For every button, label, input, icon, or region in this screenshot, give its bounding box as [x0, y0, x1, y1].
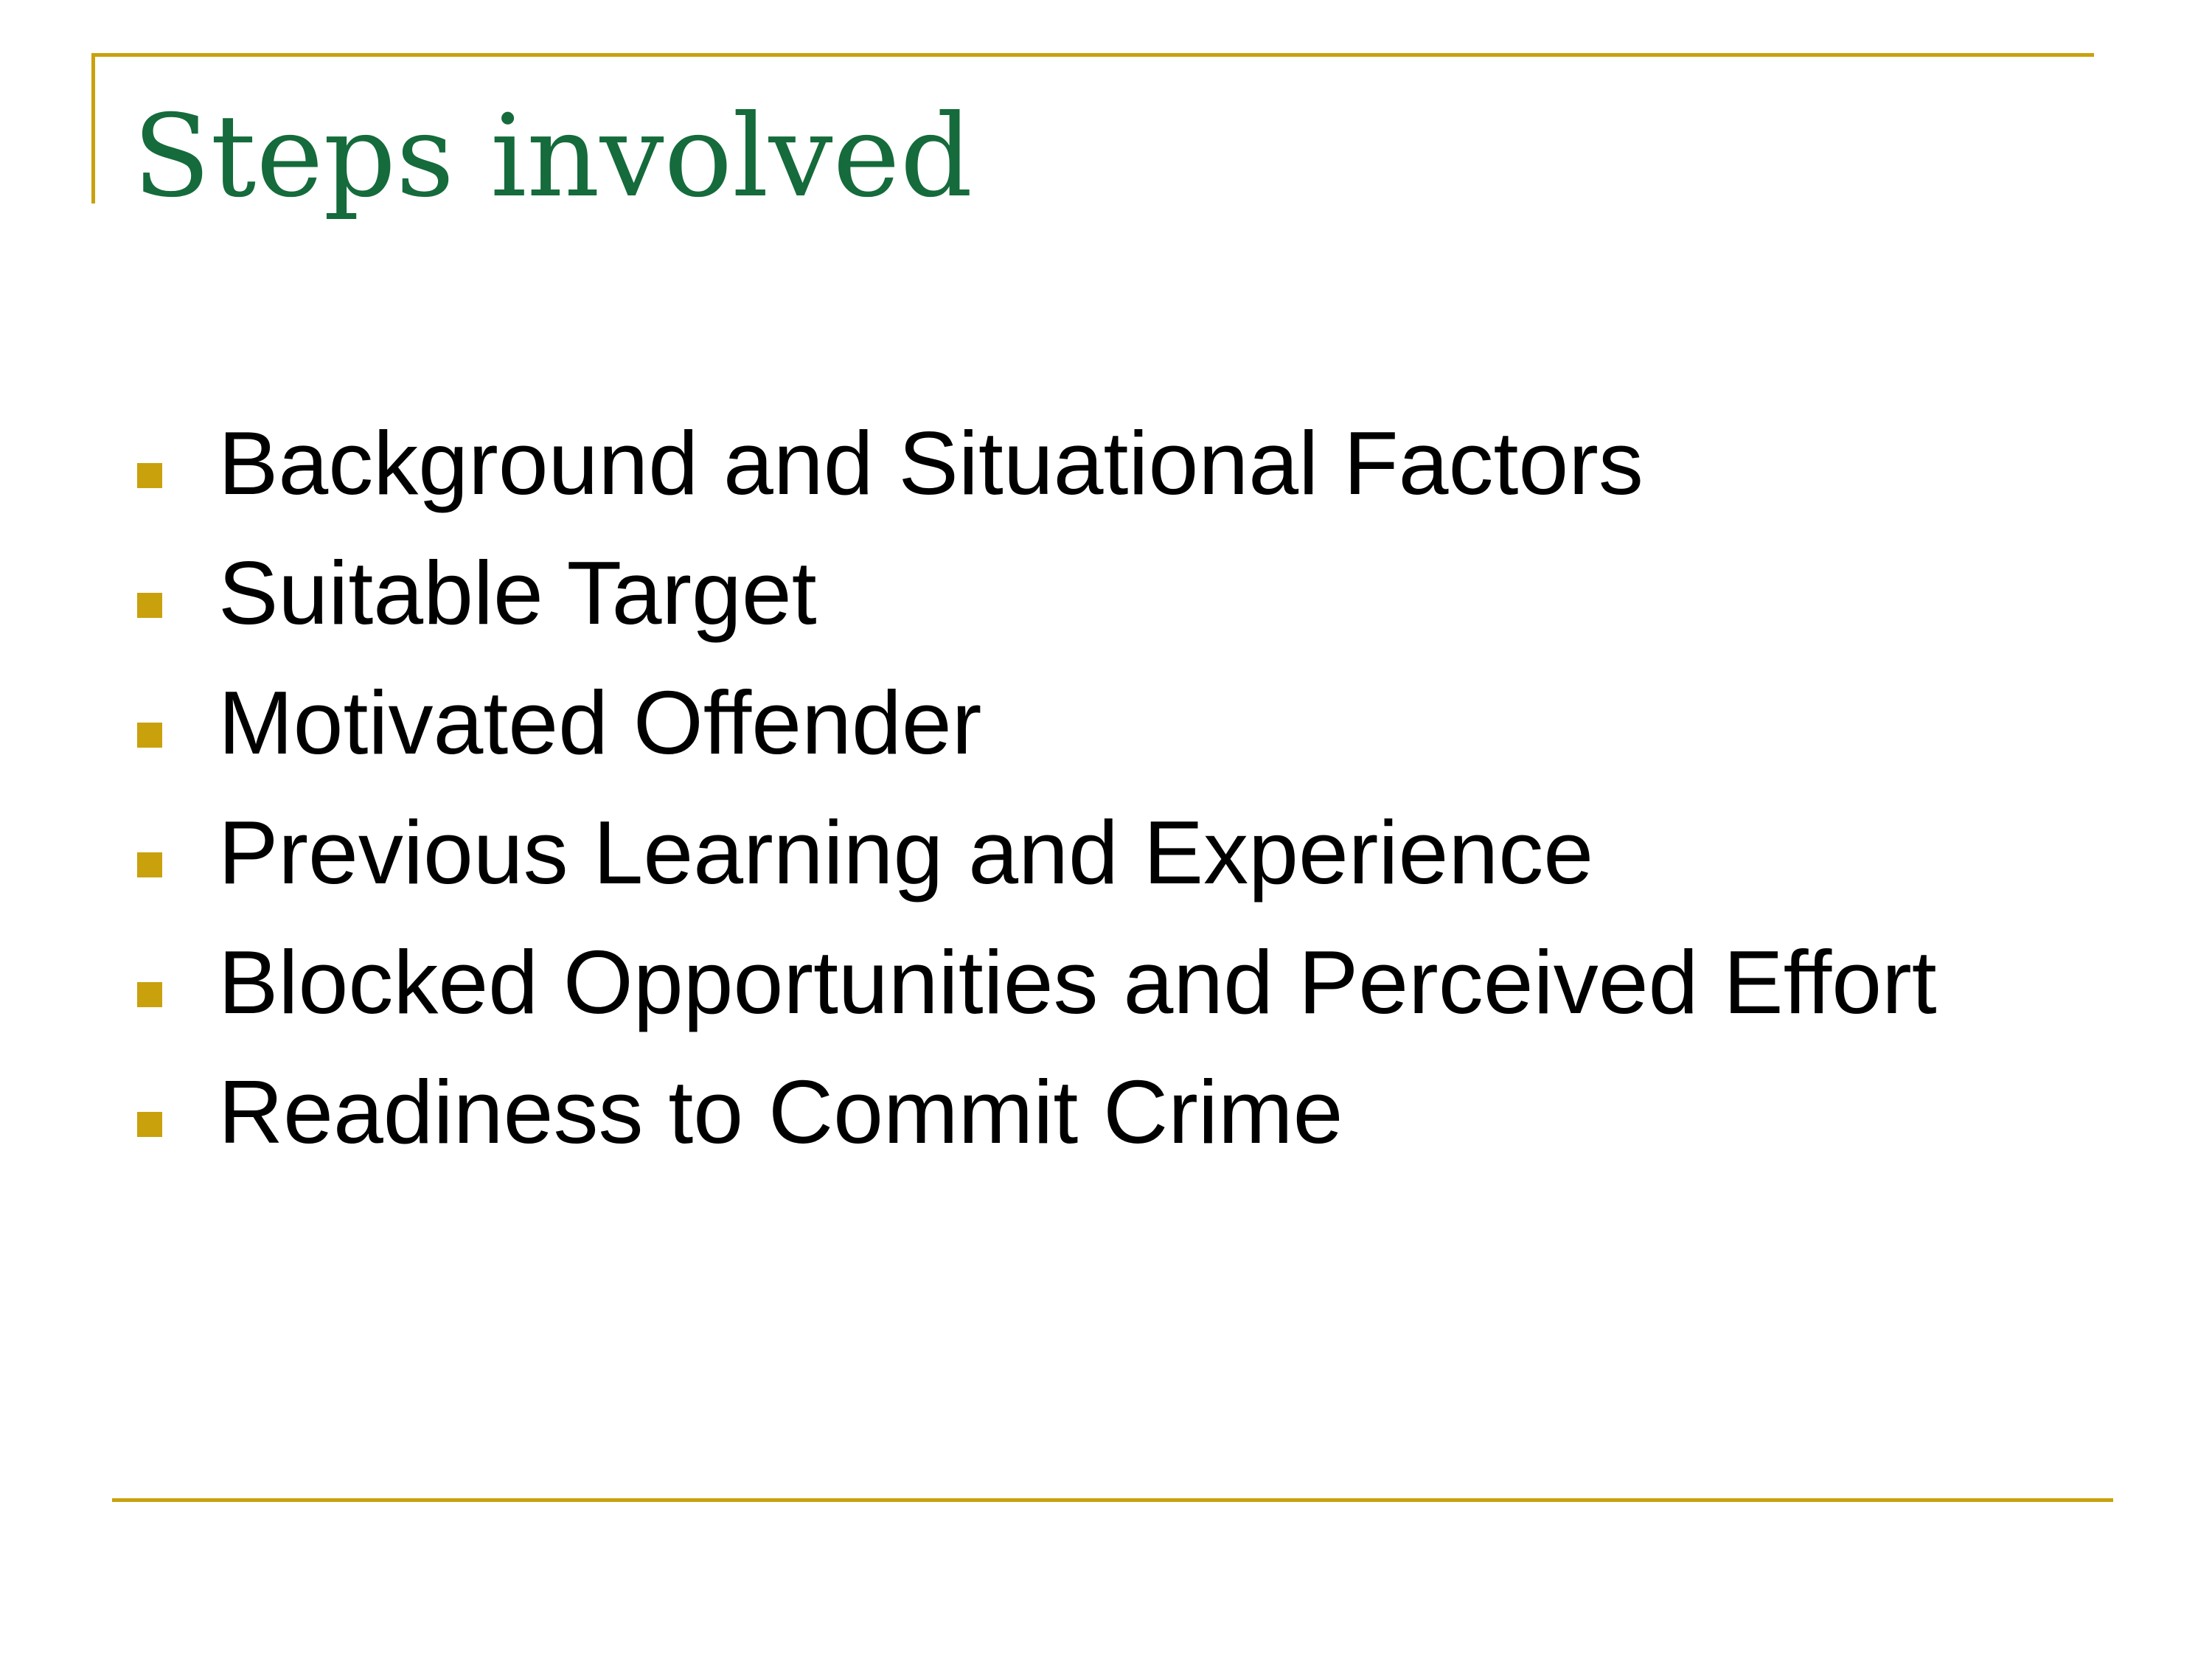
bullet-item: Suitable Target: [137, 528, 1937, 658]
square-bullet-icon: [137, 982, 162, 1007]
bullet-label: Previous Learning and Experience: [218, 802, 1594, 902]
bullet-item: Background and Situational Factors: [137, 398, 1937, 528]
bullet-label: Suitable Target: [218, 543, 817, 643]
bullet-item: Readiness to Commit Crime: [137, 1047, 1937, 1177]
square-bullet-icon: [137, 852, 162, 877]
slide-title: Steps involved: [133, 91, 973, 223]
bullet-label: Motivated Offender: [218, 672, 982, 773]
frame-left-rule: [91, 53, 95, 204]
square-bullet-icon: [137, 463, 162, 488]
frame-top-rule: [91, 53, 2094, 57]
square-bullet-icon: [137, 1112, 162, 1137]
bullet-item: Motivated Offender: [137, 658, 1937, 787]
square-bullet-icon: [137, 593, 162, 618]
bullet-label: Background and Situational Factors: [218, 413, 1644, 513]
bullet-label: Blocked Opportunities and Perceived Effo…: [218, 932, 1937, 1032]
bullet-item: Blocked Opportunities and Perceived Effo…: [137, 917, 1937, 1047]
frame-bottom-rule: [112, 1498, 2113, 1502]
bullet-item: Previous Learning and Experience: [137, 787, 1937, 917]
bullet-label: Readiness to Commit Crime: [218, 1062, 1343, 1162]
bullet-list: Background and Situational Factors Suita…: [137, 398, 1937, 1177]
square-bullet-icon: [137, 723, 162, 748]
